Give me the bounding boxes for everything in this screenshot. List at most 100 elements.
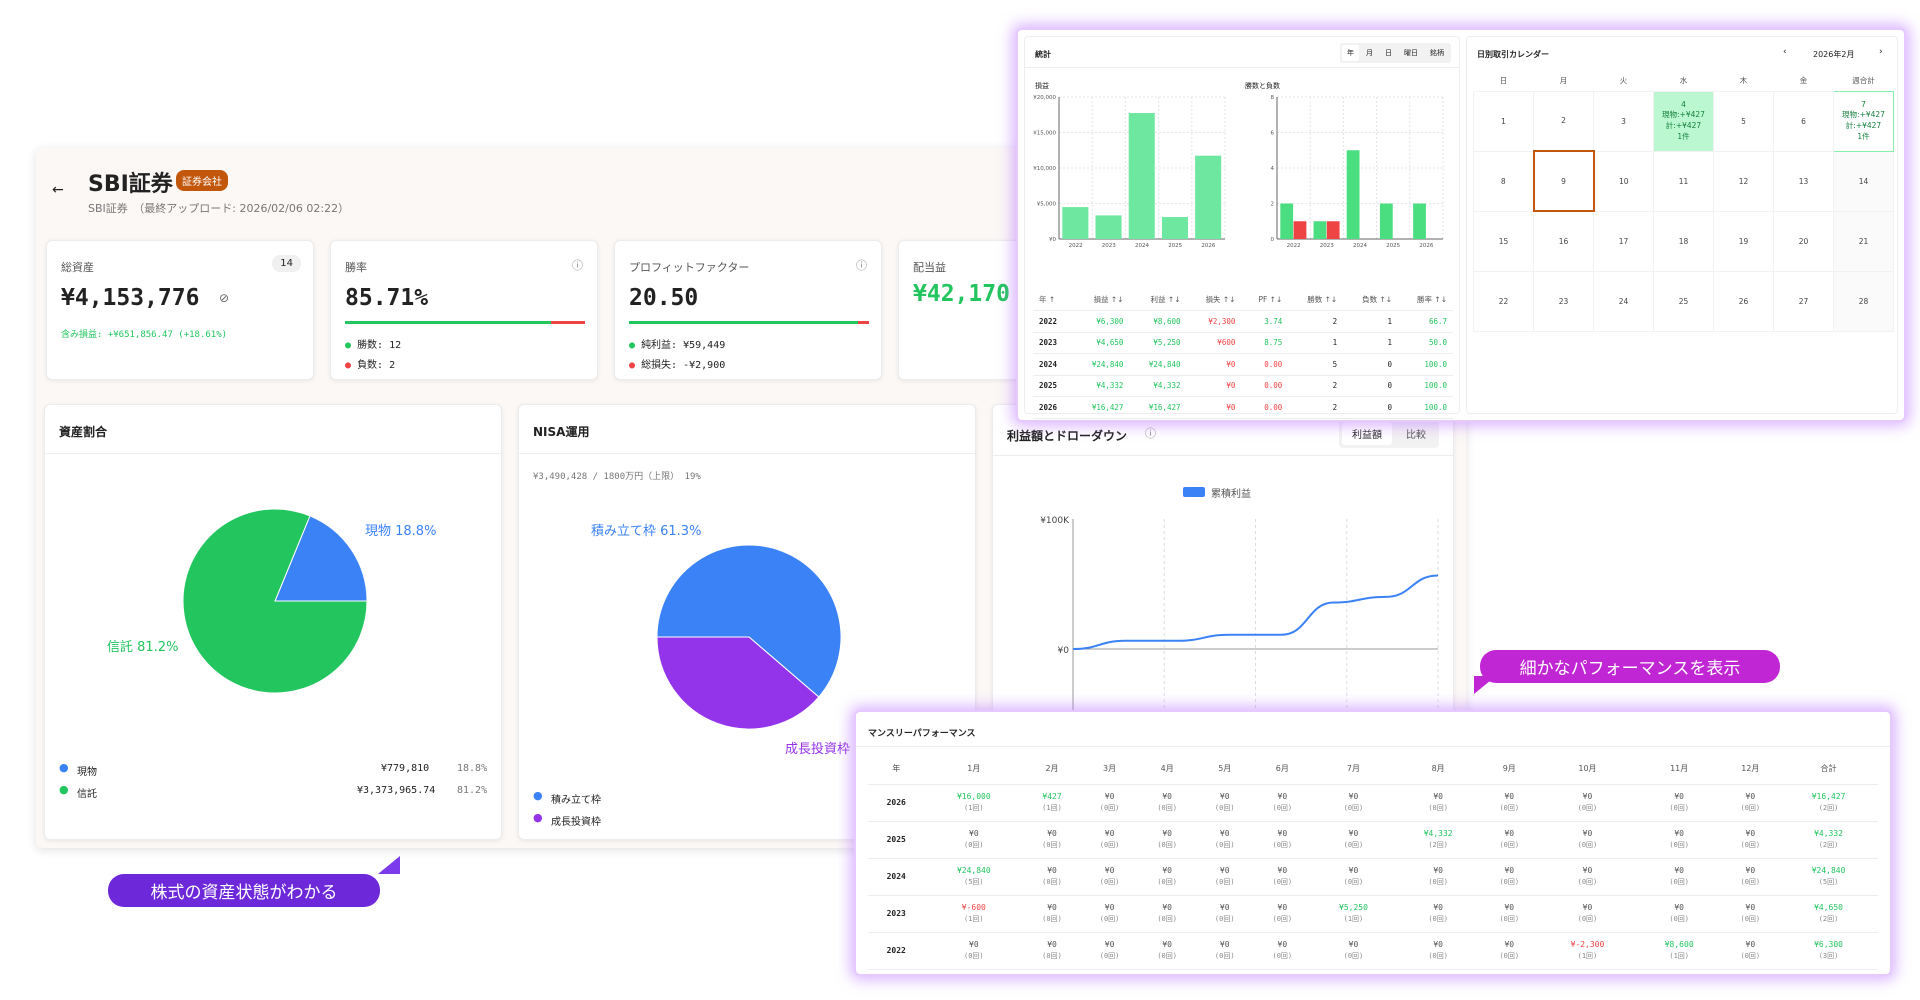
calendar-day[interactable]: 6 xyxy=(1773,90,1834,152)
month-cell: ¥0 (0回) xyxy=(1253,821,1312,859)
month-cell: ¥0 (0回) xyxy=(1253,858,1312,896)
month-cell: ¥8,600 (1回) xyxy=(1636,932,1722,970)
calendar-day[interactable]: 25 xyxy=(1653,270,1714,332)
table-cell: ¥4,650 xyxy=(1072,332,1130,354)
month-cell: ¥0 (0回) xyxy=(1721,858,1780,896)
calendar-day[interactable]: 26 xyxy=(1713,270,1774,332)
column-header[interactable]: PF ↑↓ xyxy=(1241,289,1289,311)
calendar-day[interactable]: 16 xyxy=(1533,210,1594,272)
tab-year[interactable]: 年 xyxy=(1342,45,1359,61)
info-icon[interactable]: ⓘ xyxy=(856,259,867,272)
calendar-day[interactable]: 11 xyxy=(1653,150,1714,212)
calendar-day[interactable]: 23 xyxy=(1533,270,1594,332)
legend-name: 積み立て枠 xyxy=(551,795,601,806)
column-header[interactable]: 利益 ↑↓ xyxy=(1129,289,1187,311)
tab-compare[interactable]: 比較 xyxy=(1406,430,1426,441)
gross-loss: ● 総損失: -¥2,900 xyxy=(629,360,726,371)
month-cell: ¥0 (0回) xyxy=(1023,821,1081,859)
losses-label: 負数: 2 xyxy=(357,360,396,371)
calendar-day[interactable]: 5 xyxy=(1713,90,1774,152)
divider xyxy=(993,455,1453,456)
calendar-day[interactable]: 7 現物:+¥427 計:+¥427 1件 xyxy=(1833,90,1894,152)
column-header[interactable]: 損益 ↑↓ xyxy=(1072,289,1130,311)
calendar-day[interactable]: 2 xyxy=(1533,90,1594,152)
stats-card: 統計 年 月 日 曜日 銘柄 損益 勝数と負数 ¥20,000 ¥15,000 ¥1… xyxy=(1024,36,1460,419)
legend-name: 成長投資枠 xyxy=(551,817,601,828)
tab-weekday[interactable]: 曜日 xyxy=(1404,49,1418,57)
calendar-day[interactable]: 8 xyxy=(1473,150,1534,212)
calendar-day[interactable]: 19 xyxy=(1713,210,1774,272)
table-cell: ¥5,250 xyxy=(1129,332,1187,354)
broker-badge: 証券会社 xyxy=(176,170,228,191)
calendar-day[interactable]: 27 xyxy=(1773,270,1834,332)
month-cell: ¥0 (0回) xyxy=(1080,784,1139,822)
total-assets-value: ¥4,153,776 xyxy=(61,285,200,311)
calendar-day[interactable]: 13 xyxy=(1773,150,1834,212)
column-header[interactable]: 負数 ↑↓ xyxy=(1343,289,1399,311)
calendar-day[interactable]: 24 xyxy=(1593,270,1654,332)
bar xyxy=(1379,203,1393,239)
month-cell: ¥0 (0回) xyxy=(1195,932,1254,970)
table-cell: 2026 xyxy=(1033,396,1073,419)
month-cell: ¥0 (0回) xyxy=(1138,784,1196,822)
tab-month[interactable]: 月 xyxy=(1366,49,1373,57)
x-tick: 2024 xyxy=(1135,243,1149,249)
table-cell: ¥16,427 xyxy=(1129,396,1187,419)
legend-dot-growth: ● xyxy=(533,811,543,824)
next-month-icon[interactable]: › xyxy=(1879,47,1883,57)
calendar-day[interactable]: 12 xyxy=(1713,150,1774,212)
table-cell: ¥24,840 xyxy=(1129,353,1187,376)
table-row: 2023 ¥-600 (1回) ¥0 (0回) ¥0 (0回) ¥0 (0回) ¥0 (0回) ¥0(… xyxy=(868,895,1878,933)
win-rate-value: 85.71% xyxy=(345,285,429,311)
month-cell: ¥0 (0回) xyxy=(1480,858,1539,896)
pie-slice xyxy=(656,544,842,698)
calendar-day[interactable]: 22 xyxy=(1473,270,1534,332)
week-row: 1 2 3 4 現物:+¥427 計:+¥427 1件 5 6 7 現物:+¥427 計:+¥427 1… xyxy=(1473,90,1894,152)
table-row: 2024 ¥24,840 ¥24,840 ¥0 0.00 5 0 100.0 xyxy=(1033,353,1453,376)
eye-off-icon[interactable]: ⊘ xyxy=(219,291,230,305)
month-cell: ¥0 (0回) xyxy=(924,821,1024,859)
month-cell: ¥427 (1回) xyxy=(1023,784,1081,822)
profit-factor-bar-fill xyxy=(629,321,858,324)
table-cell: ¥0 xyxy=(1186,396,1242,419)
calendar-day[interactable]: 10 xyxy=(1593,150,1654,212)
calendar-day[interactable]: 28 xyxy=(1833,270,1894,332)
table-cell: 2023 xyxy=(1033,332,1073,354)
month-cell: ¥0 (0回) xyxy=(1480,821,1539,859)
arrow-left-icon[interactable]: ← xyxy=(52,182,64,198)
info-icon[interactable]: ⓘ xyxy=(572,259,583,272)
prev-month-icon[interactable]: ‹ xyxy=(1783,47,1787,57)
tab-day[interactable]: 日 xyxy=(1385,49,1392,57)
month-cell: ¥0 (0回) xyxy=(1395,895,1481,933)
gross-profit-label: 純利益: ¥59,449 xyxy=(641,340,726,351)
column-header[interactable]: 勝数 ↑↓ xyxy=(1288,289,1344,311)
table-row: 2025 ¥4,332 ¥4,332 ¥0 0.00 2 0 100.0 xyxy=(1033,375,1453,397)
card-title: 統計 xyxy=(1035,50,1051,59)
column-header[interactable]: 損失 ↑↓ xyxy=(1186,289,1242,311)
tab-symbol[interactable]: 銘柄 xyxy=(1430,49,1444,57)
calendar-day[interactable]: 18 xyxy=(1653,210,1714,272)
calendar-day[interactable]: 4 現物:+¥427 計:+¥427 1件 xyxy=(1653,90,1714,152)
calendar-day[interactable]: 3 xyxy=(1593,90,1654,152)
info-icon[interactable]: ⓘ xyxy=(1145,427,1156,440)
month-cell: ¥0 (0回) xyxy=(1538,821,1637,859)
calendar-day[interactable]: 14 xyxy=(1833,150,1894,212)
bar xyxy=(1128,113,1155,239)
calendar-day[interactable]: 1 xyxy=(1473,90,1534,152)
column-header[interactable]: 年 ↑ xyxy=(1033,289,1073,311)
calendar-day[interactable]: 15 xyxy=(1473,210,1534,272)
y-tick: ¥0 xyxy=(1049,237,1056,243)
calendar-day[interactable]: 17 xyxy=(1593,210,1654,272)
table-cell: 100.0 xyxy=(1398,396,1453,419)
table-cell: ¥0 xyxy=(1186,353,1242,376)
year-cell: 2025 xyxy=(868,821,925,859)
column-header: 11月 xyxy=(1636,754,1722,785)
calendar-day[interactable]: 9 xyxy=(1532,150,1595,212)
x-tick: 2026 xyxy=(1419,243,1433,249)
calendar-day[interactable]: 20 xyxy=(1773,210,1834,272)
weekday-header: 金 xyxy=(1799,76,1808,86)
column-header[interactable]: 勝率 ↑↓ xyxy=(1398,289,1453,311)
bar xyxy=(1095,215,1122,239)
tab-profit[interactable]: 利益額 xyxy=(1342,422,1392,445)
calendar-day[interactable]: 21 xyxy=(1833,210,1894,272)
